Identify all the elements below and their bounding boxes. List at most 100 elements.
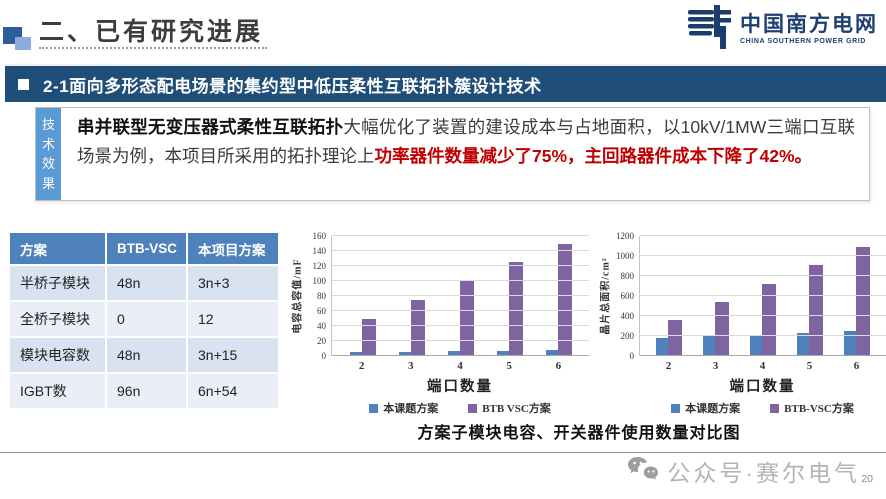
- x-tick-label: 5: [806, 360, 813, 372]
- bar-本课题方案: [496, 350, 509, 356]
- gridline: [332, 265, 589, 266]
- table-cell: 12: [188, 302, 278, 336]
- legend-label: BTB VSC方案: [482, 403, 551, 415]
- x-axis-ticks: 2 3 4 5 6: [639, 360, 886, 372]
- bar-BTB-VSC方案: [761, 283, 776, 356]
- table-cell: 6n+54: [188, 374, 278, 408]
- legend-swatch-icon: [770, 403, 780, 413]
- bar-series-area: [640, 236, 886, 356]
- x-tick-label: 4: [759, 360, 766, 372]
- footer: 公众号·赛尔电气: [627, 454, 860, 488]
- effect-intro-bold: 串并联型无变压器式柔性互联拓扑: [77, 117, 344, 137]
- company-logo: 中国南方电网 CHINA SOUTHERN POWER GRID: [687, 5, 878, 54]
- chart-chip-area: 晶片总面积/cm² 0 200 400 600 800 1000 1200 2 3 4 5 6 端口…: [597, 231, 886, 416]
- x-tick-label: 2: [665, 360, 672, 372]
- y-tick-label: 140: [312, 246, 327, 256]
- table-header-cell: BTB-VSC: [107, 233, 186, 264]
- x-tick-label: 2: [358, 360, 365, 372]
- x-tick-label: 6: [555, 360, 562, 372]
- y-tick-label: 120: [312, 261, 327, 271]
- bar-BTB VSC方案: [459, 281, 474, 356]
- y-axis-label: 电容总容值/mF: [289, 236, 303, 356]
- bar-group: [349, 236, 376, 356]
- y-tick-label: 160: [312, 231, 327, 241]
- bar-group: [796, 236, 823, 356]
- bar-BTB-VSC方案: [668, 320, 683, 356]
- x-tick-label: 3: [712, 360, 719, 372]
- y-tick-label: 200: [620, 331, 635, 342]
- bar-本课题方案: [656, 337, 669, 356]
- y-tick-label: 0: [321, 351, 327, 361]
- chart-capacitance: 电容总容值/mF 0 20 40 60 80 100 120 140 160 2 3 4 5 6 端口数…: [289, 231, 589, 416]
- logo-text: 中国南方电网 CHINA SOUTHERN POWER GRID: [740, 12, 878, 45]
- section-bullet-icon: [18, 78, 29, 90]
- y-tick-label: 40: [317, 321, 326, 331]
- page-number: 20: [861, 473, 873, 485]
- bar-本课题方案: [749, 334, 762, 356]
- table-cell: 0: [107, 302, 186, 336]
- y-tick-label: 100: [312, 276, 327, 286]
- gridline: [332, 310, 589, 311]
- effect-body-text: 大幅优化了装置的建设成本与占地面积，以10kV/1MW三端口互联场景为例，本项目…: [77, 117, 856, 166]
- x-axis-ticks: 2 3 4 5 6: [331, 360, 589, 372]
- legend-swatch-icon: [468, 403, 478, 413]
- y-tick-label: 400: [620, 311, 635, 322]
- table-cell: 3n+15: [188, 338, 278, 372]
- legend-item: 本课题方案: [671, 400, 740, 416]
- bar-本课题方案: [703, 336, 716, 356]
- gridline: [332, 340, 589, 341]
- technical-effect-label: 技术效果: [36, 108, 61, 200]
- gridline: [332, 325, 589, 326]
- x-tick-label: 3: [408, 360, 414, 372]
- charts-caption: 方案子模块电容、开关器件使用数量对比图: [417, 425, 741, 442]
- page-title: 二、已有研究进展: [39, 18, 264, 46]
- table-header-cell: 本项目方案: [188, 233, 278, 264]
- logo-name-en: CHINA SOUTHERN POWER GRID: [740, 37, 866, 45]
- y-axis-ticks: 0 200 400 600 800 1000 1200: [610, 231, 639, 361]
- bar-group: [656, 236, 683, 356]
- y-tick-label: 800: [620, 271, 635, 282]
- effect-highlight-red: 功率器件数量减少了75%，主回路器件成本下降了42%。: [374, 146, 813, 166]
- table-cell: 3n+3: [188, 266, 278, 300]
- chart-main: 2 3 4 5 6 端口数量 本课题方案 BTB-VSC方案: [639, 235, 886, 416]
- table-cell: IGBT数: [10, 374, 105, 408]
- technical-effect-text: 串并联型无变压器式柔性互联拓扑大幅优化了装置的建设成本与占地面积，以10kV/1…: [61, 108, 869, 200]
- bar-BTB-VSC方案: [855, 247, 870, 356]
- bar-BTB-VSC方案: [808, 265, 823, 356]
- legend-label: 本课题方案: [685, 403, 741, 415]
- table-cell: 半桥子模块: [10, 266, 105, 300]
- legend-swatch-icon: [671, 403, 681, 413]
- bar-group: [398, 236, 425, 356]
- gridline: [640, 275, 886, 277]
- comparison-table: 方案 BTB-VSC 本项目方案 半桥子模块 48n 3n+3 全桥子模块 0 …: [10, 233, 278, 408]
- bar-本课题方案: [349, 351, 362, 356]
- y-tick-label: 600: [620, 291, 635, 301]
- gridline: [640, 295, 886, 296]
- section-header-band: 2-1面向多形态配电场景的集约型中低压柔性互联拓扑簇设计技术: [5, 64, 886, 102]
- technical-effect-box: 技术效果 串并联型无变压器式柔性互联拓扑大幅优化了装置的建设成本与占地面积，以1…: [35, 107, 870, 201]
- plot-area: [331, 235, 589, 356]
- plot-area: [639, 235, 886, 356]
- legend: 本课题方案 BTB-VSC方案: [639, 400, 886, 416]
- y-axis-label: 晶片总面积/cm²: [597, 236, 611, 356]
- bar-本课题方案: [796, 332, 809, 356]
- bar-本课题方案: [545, 350, 558, 356]
- technical-effect-label-text: 技术效果: [41, 117, 55, 191]
- csg-logo-icon: [687, 5, 733, 54]
- y-tick-label: 20: [317, 336, 326, 346]
- y-tick-label: 60: [317, 306, 326, 316]
- bar-BTB VSC方案: [410, 299, 425, 356]
- logo-name-cn: 中国南方电网: [740, 12, 878, 36]
- section-title: 2-1面向多形态配电场景的集约型中低压柔性互联拓扑簇设计技术: [43, 76, 542, 96]
- wechat-account-label: 公众号·赛尔电气: [667, 460, 860, 486]
- x-axis-label: 端口数量: [427, 379, 493, 395]
- gridline: [640, 335, 886, 337]
- bar-本课题方案: [398, 351, 411, 356]
- gridline: [640, 235, 886, 236]
- x-axis-label: 端口数量: [729, 379, 796, 395]
- x-tick-label: 4: [457, 360, 463, 372]
- bar-本课题方案: [843, 331, 856, 356]
- bar-group: [749, 236, 776, 356]
- bar-group: [843, 236, 870, 356]
